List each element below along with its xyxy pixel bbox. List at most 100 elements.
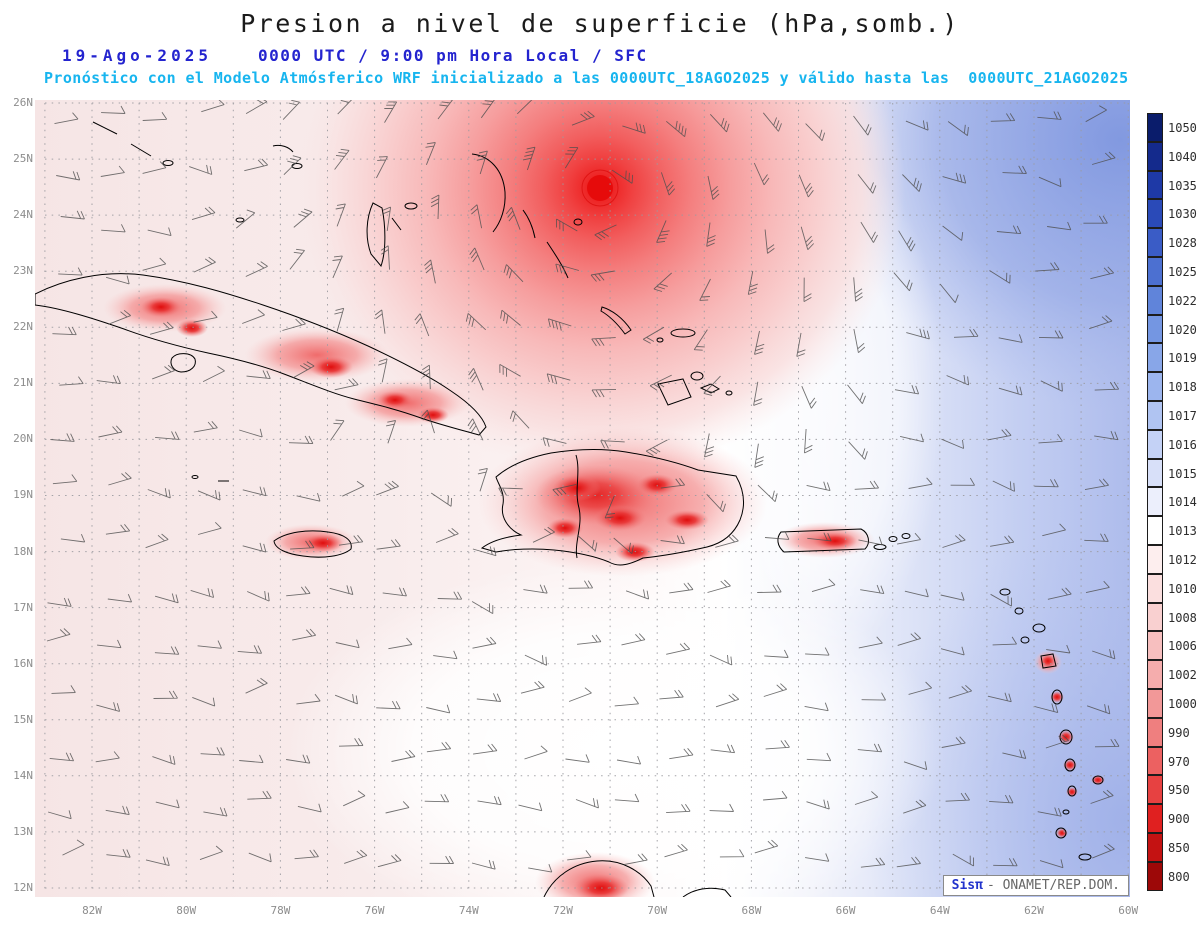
lat-tick-label: 25N bbox=[13, 152, 33, 166]
colorbar-label: 1017 bbox=[1168, 408, 1197, 423]
colorbar-cell bbox=[1147, 170, 1163, 200]
colorbar-label: 1035 bbox=[1168, 178, 1197, 193]
lat-tick-label: 12N bbox=[13, 880, 33, 894]
lon-tick-label: 76W bbox=[364, 904, 385, 917]
colorbar-label: 950 bbox=[1168, 783, 1190, 798]
coast-great-inagua bbox=[657, 378, 692, 406]
colorbar-cell bbox=[1147, 372, 1163, 401]
colorbar-cell bbox=[1147, 688, 1163, 718]
wind-barbs bbox=[46, 100, 1120, 873]
lat-tick-label: 16N bbox=[13, 656, 33, 670]
colorbar-label: 1010 bbox=[1168, 581, 1197, 596]
lat-tick-label: 21N bbox=[13, 376, 33, 390]
coast-guajira bbox=[543, 860, 655, 897]
forecast-line: Pronóstico con el Modelo Atmósferico WRF… bbox=[44, 69, 1129, 87]
colorbar-label: 970 bbox=[1168, 754, 1190, 769]
colorbar-cell bbox=[1147, 400, 1163, 430]
coast-andros bbox=[366, 202, 386, 267]
pressure-shading bbox=[35, 100, 1130, 897]
colorbar-cell bbox=[1147, 487, 1163, 517]
lat-tick-label: 15N bbox=[13, 712, 33, 726]
colorbar-label: 1008 bbox=[1168, 610, 1197, 625]
colorbar-cell bbox=[1147, 199, 1163, 229]
lat-tick-label: 14N bbox=[13, 768, 33, 782]
lat-tick-label: 13N bbox=[13, 824, 33, 838]
hurricane-center bbox=[587, 175, 613, 201]
colorbar-cell bbox=[1147, 861, 1163, 891]
colorbar-cell bbox=[1147, 314, 1163, 344]
coast-jamaica bbox=[273, 530, 352, 558]
colorbar-cell bbox=[1147, 746, 1163, 776]
lat-tick-label: 20N bbox=[13, 432, 33, 446]
date-text: 19-Ago-2025 bbox=[62, 46, 212, 65]
lat-tick-label: 23N bbox=[13, 264, 33, 278]
colorbar-cell bbox=[1147, 775, 1163, 805]
colorbar-label: 1013 bbox=[1168, 524, 1197, 539]
lon-tick-label: 82W bbox=[82, 904, 102, 917]
colorbar-cell bbox=[1147, 228, 1163, 257]
colorbar-label: 1000 bbox=[1168, 696, 1197, 711]
lon-tick-label: 72W bbox=[553, 904, 573, 917]
pressure-map bbox=[35, 100, 1130, 897]
lat-tick-label: 17N bbox=[13, 600, 33, 614]
colorbar-label: 1030 bbox=[1168, 207, 1197, 222]
lon-tick-label: 74W bbox=[458, 904, 479, 917]
colorbar-label: 1006 bbox=[1168, 639, 1197, 654]
lon-tick-label: 78W bbox=[270, 904, 291, 917]
lon-tick-label: 64W bbox=[929, 904, 950, 917]
watermark: Sisπ - ONAMET/REP.DOM. bbox=[942, 875, 1129, 896]
colorbar-cell bbox=[1147, 573, 1163, 603]
colorbar-label: 900 bbox=[1168, 812, 1190, 827]
lat-tick-label: 19N bbox=[13, 488, 33, 502]
date-line: 19-Ago-2025 0000 UTC / 9:00 pm Hora Local… bbox=[62, 46, 648, 65]
colorbar-label: 1015 bbox=[1168, 466, 1197, 481]
colorbar-cell bbox=[1147, 832, 1163, 862]
chart-title: Presion a nivel de superficie (hPa,somb.… bbox=[240, 9, 960, 38]
lon-tick-label: 60W bbox=[1118, 904, 1139, 917]
colorbar-cell bbox=[1147, 516, 1163, 545]
colorbar-cell bbox=[1147, 256, 1163, 286]
colorbar-cell bbox=[1147, 544, 1163, 574]
colorbar-label: 1022 bbox=[1168, 293, 1197, 308]
colorbar-label: 1018 bbox=[1168, 380, 1197, 395]
coast-eleuthera bbox=[471, 153, 506, 233]
watermark-org: - ONAMET/REP.DOM. bbox=[986, 878, 1120, 893]
colorbar-label: 1025 bbox=[1168, 264, 1197, 279]
lon-tick-label: 68W bbox=[741, 904, 762, 917]
colorbar-label: 1016 bbox=[1168, 437, 1197, 452]
border-haiti-dr bbox=[575, 454, 581, 559]
coast-isle-of-youth bbox=[170, 353, 196, 373]
coast-guadeloupe bbox=[1040, 653, 1057, 669]
hurricane-shading bbox=[295, 100, 905, 473]
lat-tick-label: 24N bbox=[13, 208, 33, 222]
colorbar-label: 1040 bbox=[1168, 149, 1197, 164]
colorbar-cell bbox=[1147, 660, 1163, 689]
lon-tick-label: 66W bbox=[835, 904, 856, 917]
lon-tick-label: 62W bbox=[1024, 904, 1044, 917]
colorbar-cell bbox=[1147, 804, 1163, 833]
colorbar-label: 990 bbox=[1168, 725, 1190, 740]
colorbar-cell bbox=[1147, 285, 1163, 315]
colorbar-label: 1019 bbox=[1168, 351, 1197, 366]
lon-tick-label: 70W bbox=[647, 904, 668, 917]
time-text: 0000 UTC / 9:00 pm Hora Local / SFC bbox=[257, 46, 648, 65]
colorbar-label: 1028 bbox=[1168, 236, 1197, 251]
colorbar-cell bbox=[1147, 631, 1163, 661]
colorbar-label: 800 bbox=[1168, 869, 1190, 884]
colorbar-label: 1002 bbox=[1168, 668, 1197, 683]
lat-tick-label: 22N bbox=[13, 320, 33, 334]
coast-hispaniola bbox=[480, 448, 744, 566]
colorbar-label: 1020 bbox=[1168, 322, 1197, 337]
lat-tick-label: 18N bbox=[13, 544, 33, 558]
watermark-app: Sisπ bbox=[951, 878, 983, 893]
coast-cuba bbox=[35, 273, 487, 436]
colorbar-label: 1050 bbox=[1168, 120, 1197, 135]
colorbar-cell bbox=[1147, 429, 1163, 459]
colorbar-cell bbox=[1147, 602, 1163, 632]
colorbar-cell bbox=[1147, 141, 1163, 171]
colorbar bbox=[1147, 113, 1163, 891]
colorbar-label: 850 bbox=[1168, 840, 1190, 855]
coastlines bbox=[35, 121, 1104, 897]
lat-tick-label: 26N bbox=[13, 96, 33, 109]
